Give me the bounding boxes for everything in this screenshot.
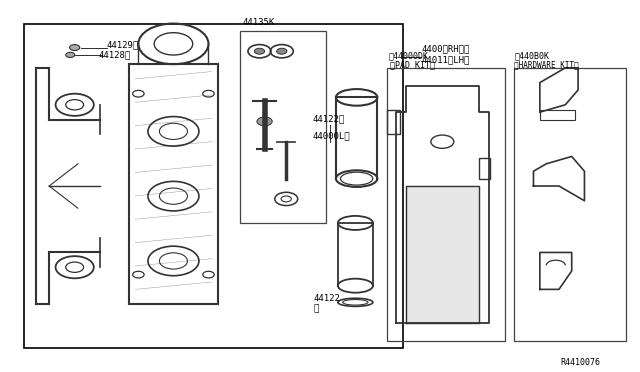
Bar	[540, 110, 575, 119]
Text: 〈PAD KIT〉: 〈PAD KIT〉	[390, 61, 435, 70]
Text: 〈HARDWARE KIT〉: 〈HARDWARE KIT〉	[515, 61, 579, 70]
Bar	[387, 110, 399, 134]
Bar	[387, 68, 505, 341]
Text: 44122※: 44122※	[312, 114, 344, 124]
Text: 44011〈LH〉: 44011〈LH〉	[422, 55, 470, 64]
Bar	[515, 68, 626, 341]
Text: 44129※: 44129※	[106, 40, 139, 49]
Text: 44122
※: 44122 ※	[314, 294, 340, 314]
Circle shape	[70, 45, 80, 51]
Text: 4400〈RH〉※: 4400〈RH〉※	[422, 44, 470, 53]
Polygon shape	[406, 186, 479, 323]
Circle shape	[66, 52, 75, 58]
Text: R4410076: R4410076	[561, 358, 600, 367]
Bar	[241, 31, 326, 223]
Bar	[24, 23, 403, 349]
Bar	[479, 158, 490, 179]
Circle shape	[257, 117, 272, 126]
Text: 44135K: 44135K	[243, 18, 275, 28]
Text: ※440B0K: ※440B0K	[515, 52, 549, 61]
Circle shape	[254, 48, 264, 54]
Text: ※44000DK: ※44000DK	[388, 52, 428, 61]
Text: 44128※: 44128※	[99, 51, 131, 60]
Circle shape	[276, 48, 287, 54]
Text: 44000L※: 44000L※	[312, 131, 350, 140]
